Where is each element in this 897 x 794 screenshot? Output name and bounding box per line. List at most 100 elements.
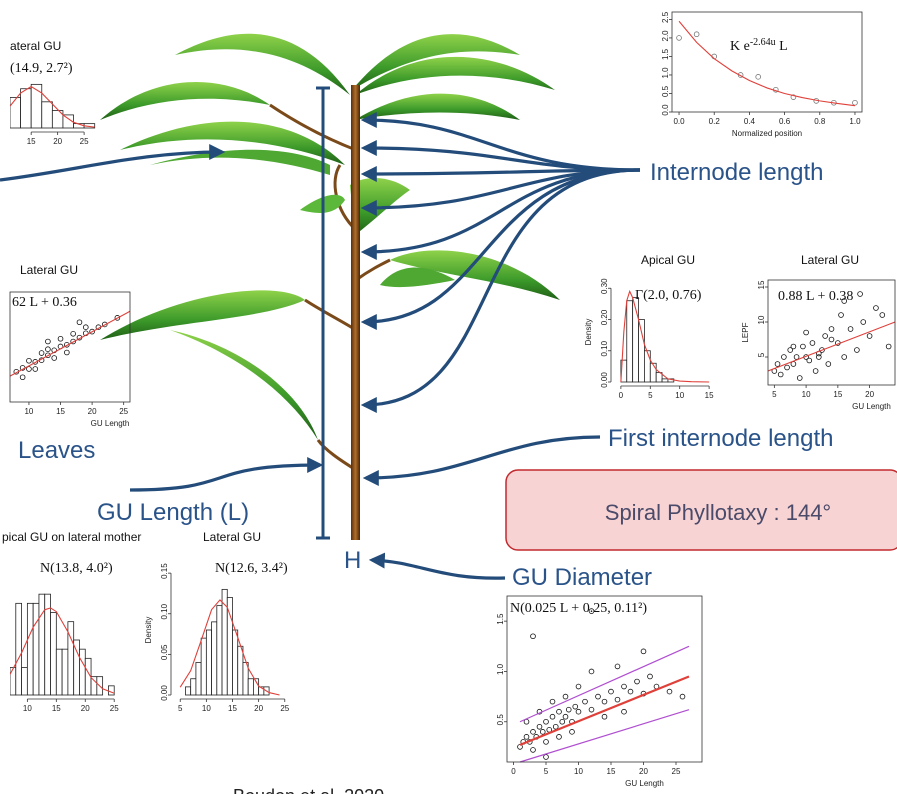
scatter-point [615, 664, 620, 669]
inset-title: ateral GU [10, 39, 61, 53]
scatter-point [566, 707, 571, 712]
x-tick-label: 0 [511, 767, 516, 776]
gu-diameter-label: GU Diameter [512, 564, 652, 591]
x-tick-label: 5 [648, 391, 653, 400]
histogram-bar [10, 97, 21, 128]
x-tick-label: 5 [178, 704, 183, 713]
x-tick-label: 10 [802, 390, 811, 399]
scatter-point [602, 714, 607, 719]
y-tick-label: 10 [757, 315, 766, 324]
formula-part: L [776, 39, 788, 54]
plot-body [10, 594, 114, 695]
y-tick-label: 0.5 [496, 714, 505, 726]
plot-body [677, 21, 858, 105]
scatter-point [596, 694, 601, 699]
scatter-point [648, 674, 653, 679]
scatter-point [550, 699, 555, 704]
x-tick-label: 15 [607, 767, 616, 776]
histogram-bar [27, 603, 33, 695]
x-tick-label: 0.2 [709, 117, 721, 126]
scatter-point [45, 339, 50, 344]
histogram-bar [62, 649, 68, 695]
plot-frame [507, 596, 702, 762]
plot-body [518, 609, 689, 762]
x-tick-label: 25 [280, 704, 289, 713]
histogram-bar [56, 649, 62, 695]
y-tick-label: 1.5 [496, 613, 505, 625]
scatter-point [609, 689, 614, 694]
scatter-point [20, 375, 25, 380]
y-tick-label: 2.5 [661, 11, 670, 23]
fit-curve [679, 21, 855, 105]
scatter-point [886, 344, 891, 349]
plot-body [768, 292, 895, 381]
x-axis-label: GU Length [625, 779, 664, 788]
x-tick-label: 20 [81, 704, 90, 713]
histogram-bar [196, 663, 201, 696]
plot-frame [672, 12, 862, 112]
scatter-point [641, 649, 646, 654]
histogram-bar [662, 379, 668, 382]
inset: 5101520250.000.050.100.15Lateral GUN(12.… [144, 530, 290, 713]
scatter-point [794, 355, 799, 360]
scatter-point [589, 707, 594, 712]
x-tick-label: 1.0 [849, 117, 861, 126]
leaves-label: Leaves [18, 437, 95, 464]
x-tick-label: 15 [705, 391, 714, 400]
x-axis-label: GU Length [852, 402, 891, 411]
inset: 0510150.000.100.200.30Apical GUΓ(2.0, 0.… [584, 253, 714, 400]
y-tick-label: 1.0 [496, 663, 505, 675]
scatter-point [544, 719, 549, 724]
formula: Γ(2.0, 0.76) [635, 288, 702, 303]
citation: Boudon et al. 2020 [233, 786, 384, 794]
scatter-point [553, 724, 558, 729]
x-tick-label: 10 [24, 407, 33, 416]
page: { "labels": { "internode_length": "Inter… [0, 0, 897, 794]
y-tick-label: 0.10 [160, 603, 169, 619]
x-tick-label: 25 [110, 704, 119, 713]
formula: 0.88 L + 0.38 [778, 289, 853, 304]
scatter-point [694, 32, 699, 37]
y-tick-label: 0.10 [600, 340, 609, 356]
x-tick-label: 0.8 [814, 117, 826, 126]
first-internode-label: First internode length [608, 425, 833, 452]
scatter-point [874, 306, 879, 311]
histogram-bar [248, 679, 253, 695]
scatter-point [635, 679, 640, 684]
x-tick-label: 20 [53, 137, 62, 146]
scatter-point [560, 719, 565, 724]
x-tick-label: 15 [27, 137, 36, 146]
plot-body [180, 589, 279, 695]
scatter-point [853, 100, 858, 105]
x-tick-label: 0 [619, 391, 624, 400]
scatter-point [576, 709, 581, 714]
plot-body [10, 311, 130, 379]
histogram-bar [21, 89, 32, 128]
histogram-bar [650, 363, 656, 382]
prediction-band [520, 710, 689, 762]
scatter-point [52, 356, 57, 361]
x-tick-label: 10 [202, 704, 211, 713]
inset-title: Lateral GU [20, 263, 78, 277]
scatter-point [667, 689, 672, 694]
scatter-point [58, 336, 63, 341]
histogram-bar [217, 606, 222, 695]
x-tick-label: 10 [675, 391, 684, 400]
phyllotaxy-label: Spiral Phyllotaxy : 144° [605, 500, 831, 525]
scatter-point [867, 334, 872, 339]
y-tick-label: 0.15 [160, 563, 169, 579]
scatter-point [557, 734, 562, 739]
x-axis-label: Normalized position [732, 129, 802, 138]
x-tick-label: 25 [119, 407, 128, 416]
y-tick-label: 0.0 [661, 104, 670, 116]
formula-part: K e [730, 39, 750, 54]
histogram-bar [31, 84, 42, 128]
scatter-point [39, 351, 44, 356]
y-axis-label: Density [584, 319, 593, 346]
plot-body [621, 291, 709, 382]
formula: K e-2.64u L [730, 37, 788, 55]
scatter-point [531, 729, 536, 734]
scatter-point [858, 292, 863, 297]
histogram-bar [39, 594, 45, 695]
